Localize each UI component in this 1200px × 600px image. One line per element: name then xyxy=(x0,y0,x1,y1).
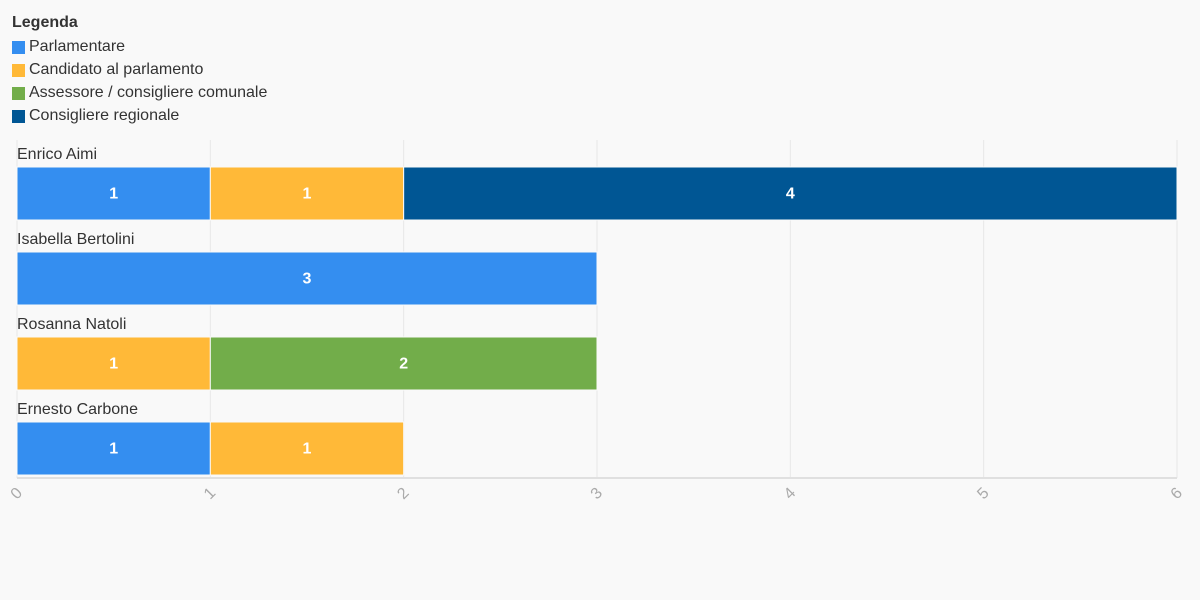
data-label: 1 xyxy=(303,441,312,458)
data-label: 1 xyxy=(303,186,312,203)
bar-segment xyxy=(16,421,211,476)
data-label: 4 xyxy=(786,186,795,203)
category-label: Enrico Aimi xyxy=(17,146,97,163)
legend-swatch xyxy=(12,41,25,54)
legend-swatch xyxy=(12,110,25,123)
legend-swatch xyxy=(12,64,25,77)
bar-segment xyxy=(209,336,598,391)
legend-swatch xyxy=(12,87,25,100)
legend-title: Legenda xyxy=(12,14,78,31)
category-label: Ernesto Carbone xyxy=(17,401,138,418)
bar-segment xyxy=(16,251,598,306)
data-label: 3 xyxy=(303,271,312,288)
legend-label: Assessore / consigliere comunale xyxy=(29,84,267,101)
bar-segment xyxy=(16,166,211,221)
bar-segment xyxy=(209,421,405,476)
bar-segment xyxy=(16,336,211,391)
data-label: 1 xyxy=(109,356,118,373)
legend-label: Parlamentare xyxy=(29,38,125,55)
legend-label: Consigliere regionale xyxy=(29,107,179,124)
data-label: 2 xyxy=(399,356,408,373)
category-label: Rosanna Natoli xyxy=(17,316,126,333)
category-label: Isabella Bertolini xyxy=(17,231,134,248)
data-label: 1 xyxy=(109,441,118,458)
data-label: 1 xyxy=(109,186,118,203)
legend-label: Candidato al parlamento xyxy=(29,61,203,78)
bar-segment xyxy=(403,166,1178,221)
